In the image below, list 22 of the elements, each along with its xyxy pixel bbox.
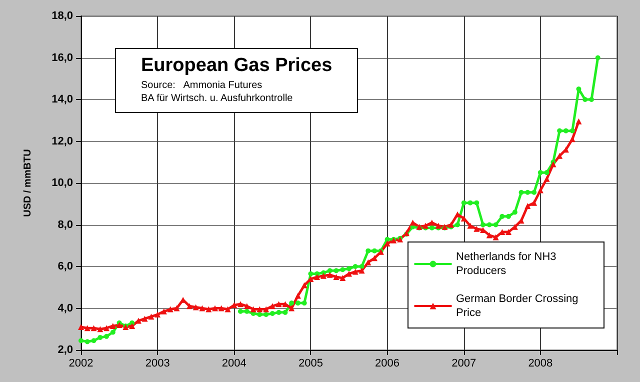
y-tick-label: 12,0 xyxy=(52,135,73,148)
y-tick-label: 4,0 xyxy=(58,302,73,314)
legend-label: Netherlands for NH3 Producers xyxy=(456,251,560,277)
y-tick-label: 10,0 xyxy=(52,177,73,189)
y-tick-label: 2,0 xyxy=(58,344,73,356)
x-tick-label: 2004 xyxy=(222,358,246,370)
x-tick-label: 2002 xyxy=(68,358,94,370)
annotation: BA für Wirtsch. u. Ausfuhrkontrolle xyxy=(141,93,294,104)
y-tick-label: 8,0 xyxy=(58,218,73,231)
y-tick-label: 16,0 xyxy=(52,52,73,64)
x-tick-label: 2007 xyxy=(452,358,476,370)
y-axis-title: USD / mmBTU xyxy=(22,149,34,217)
x-tick-label: 2005 xyxy=(298,358,323,370)
x-tick-label: 2006 xyxy=(375,358,400,370)
y-tick-label: 14,0 xyxy=(52,94,73,106)
x-tick-label: 2003 xyxy=(145,358,170,370)
y-tick-label: 6,0 xyxy=(58,260,73,272)
legend-label: German Border Crossing Price xyxy=(456,293,582,319)
annotation: Source: Ammonia Futures xyxy=(141,80,262,91)
text: European Gas Prices xyxy=(141,55,332,76)
y-tick-label: 18,0 xyxy=(52,10,73,22)
x-tick-label: 2008 xyxy=(528,358,553,370)
